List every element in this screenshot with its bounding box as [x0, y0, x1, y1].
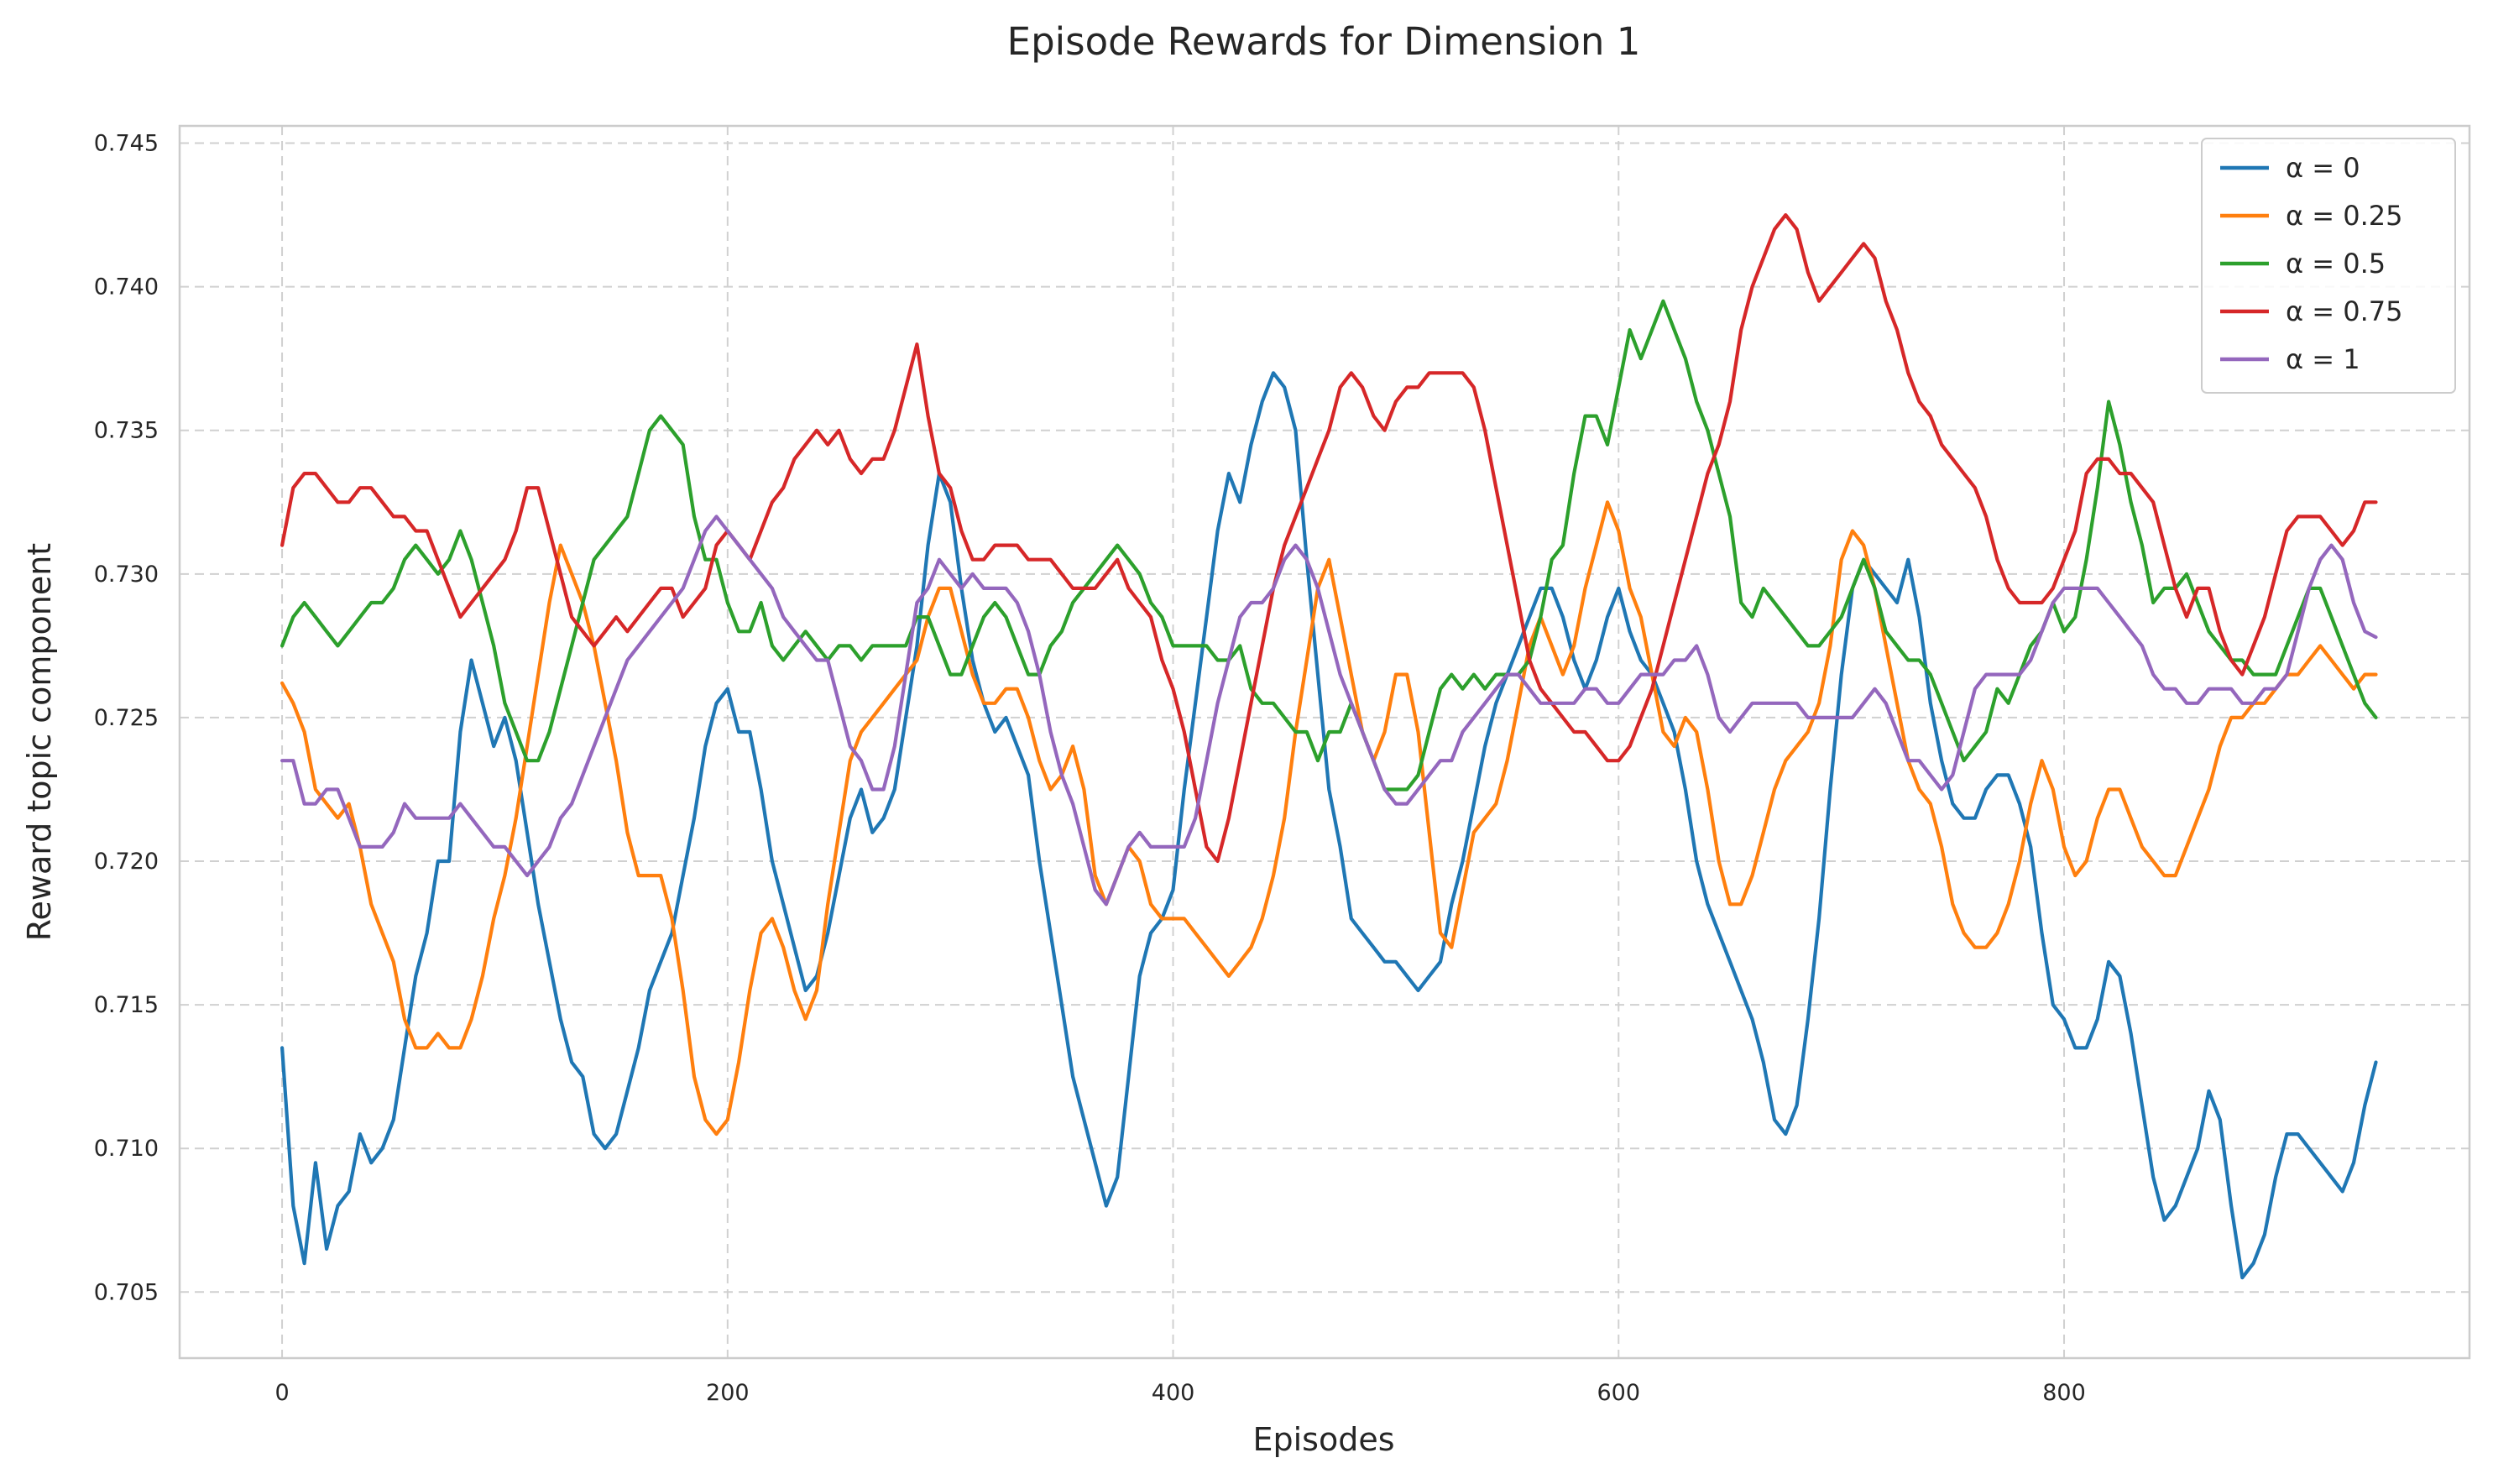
- chart-title: Episode Rewards for Dimension 1: [1007, 19, 1641, 64]
- legend-label: α = 0: [2286, 152, 2360, 184]
- y-tick-label: 0.710: [94, 1136, 159, 1162]
- legend: α = 0 α = 0.25 α = 0.5 α = 0.75 α = 1: [2201, 138, 2456, 394]
- y-axis-label: Reward topic component: [21, 543, 58, 941]
- series-line-4: [280, 515, 2378, 907]
- y-tick-label: 0.705: [94, 1279, 159, 1305]
- x-tick-label: 400: [1152, 1380, 1195, 1406]
- x-tick-label: 600: [1597, 1380, 1641, 1406]
- y-tick-label: 0.715: [94, 992, 159, 1018]
- y-tick-label: 0.745: [94, 131, 159, 157]
- legend-box: [2201, 138, 2456, 394]
- y-tick-label: 0.725: [94, 705, 159, 731]
- series-line-2: [280, 299, 2378, 792]
- y-tick-label: 0.720: [94, 849, 159, 875]
- legend-label: α = 0.25: [2286, 200, 2403, 232]
- x-axis-label: Episodes: [1252, 1421, 1394, 1458]
- plot-frame: [178, 124, 2471, 1360]
- y-axis-ticks: 0.705 0.710 0.715 0.720 0.725 0.730 0.735 0.740…: [94, 131, 159, 1306]
- x-tick-label: 200: [706, 1380, 750, 1406]
- series-line-3: [280, 213, 2378, 864]
- y-tick-label: 0.730: [94, 562, 159, 588]
- legend-label: α = 0.75: [2286, 295, 2403, 327]
- series-line-0: [280, 371, 2378, 1280]
- y-tick-label: 0.735: [94, 418, 159, 444]
- y-tick-label: 0.740: [94, 274, 159, 300]
- legend-label: α = 0.5: [2286, 248, 2386, 280]
- legend-label: α = 1: [2286, 343, 2360, 375]
- x-tick-label: 800: [2042, 1380, 2086, 1406]
- x-axis-ticks: 0 200 400 600 800: [274, 1380, 2085, 1406]
- series-line-1: [280, 500, 2378, 1137]
- series-lines: [280, 213, 2378, 1280]
- x-tick-label: 0: [274, 1380, 289, 1406]
